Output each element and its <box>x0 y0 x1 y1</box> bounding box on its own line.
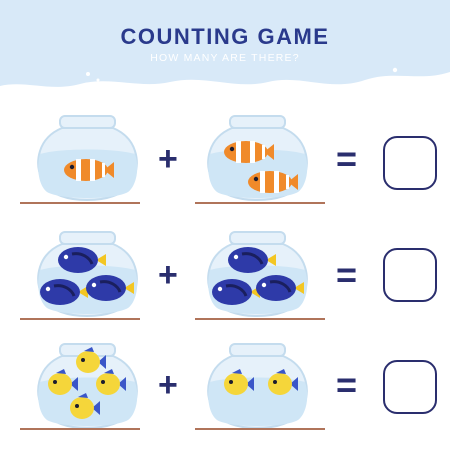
shelf-left-1 <box>20 202 140 204</box>
plus-sign: + <box>158 256 178 294</box>
yellow-fish-icon <box>76 347 106 373</box>
fishbowl-left-2 <box>37 231 138 318</box>
clownfish-icon <box>224 141 274 163</box>
clownfish-icon <box>248 171 298 193</box>
yellow-fish-icon <box>70 393 100 419</box>
equation-row-2: + = <box>0 228 450 338</box>
equals-sign: = <box>336 364 358 405</box>
fishbowl-left-3 <box>37 343 138 430</box>
yellow-fish-icon <box>48 369 78 395</box>
equation-row-3: + = <box>0 342 450 452</box>
fishbowl-left-1 <box>37 115 138 202</box>
answer-box-1[interactable] <box>383 136 437 190</box>
blue-tang-icon <box>86 275 134 301</box>
wave-background <box>0 0 450 88</box>
shelf-left-2 <box>20 318 140 320</box>
shelf-right-3 <box>195 428 325 430</box>
clownfish-icon <box>64 159 114 181</box>
equals-sign: = <box>336 138 358 179</box>
blue-tang-icon <box>228 247 276 273</box>
plus-sign: + <box>158 366 178 404</box>
answer-box-2[interactable] <box>383 248 437 302</box>
shelf-left-3 <box>20 428 140 430</box>
fishbowl-right-3 <box>207 343 308 430</box>
blue-tang-icon <box>58 247 106 273</box>
shelf-right-2 <box>195 318 325 320</box>
blue-tang-icon <box>40 279 88 305</box>
header-banner: COUNTING GAME HOW MANY ARE THERE? <box>0 0 450 100</box>
fishbowl-right-2 <box>207 231 308 318</box>
page-title: COUNTING GAME <box>120 24 330 49</box>
yellow-fish-icon <box>96 369 126 395</box>
equation-row-1: + = <box>0 112 450 222</box>
yellow-fish-icon <box>268 369 298 395</box>
answer-box-3[interactable] <box>383 360 437 414</box>
plus-sign: + <box>158 140 178 178</box>
equals-sign: = <box>336 254 358 295</box>
yellow-fish-icon <box>224 369 254 395</box>
fishbowl-right-1 <box>207 115 308 202</box>
page-subtitle: HOW MANY ARE THERE? <box>150 52 300 64</box>
blue-tang-icon <box>256 275 304 301</box>
shelf-right-1 <box>195 202 325 204</box>
